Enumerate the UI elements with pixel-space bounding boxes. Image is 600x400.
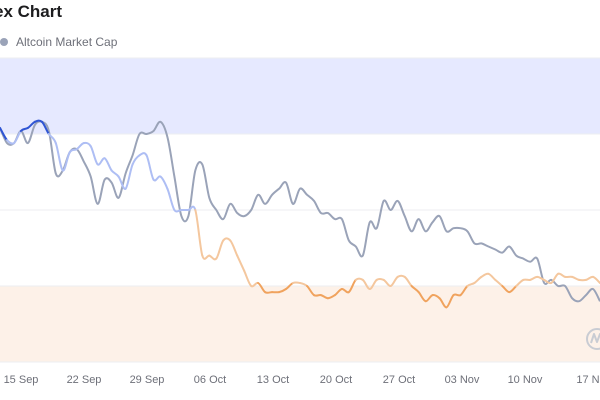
index-line-segment-71 xyxy=(494,278,504,287)
index-line-segment-9 xyxy=(61,151,71,172)
index-line-segment-8 xyxy=(54,142,64,172)
index-line-segment-65 xyxy=(452,293,462,297)
x-tick-label: 20 Oct xyxy=(320,374,352,386)
index-line-segment-82 xyxy=(571,275,581,281)
series-lines xyxy=(0,119,600,309)
index-line-segment-54 xyxy=(375,277,385,281)
index-line-segment-31 xyxy=(215,239,225,260)
index-line-segment-21 xyxy=(145,154,155,181)
index-line-segment-5 xyxy=(33,119,43,123)
index-line-segment-84 xyxy=(585,275,594,281)
x-tick-label: 15 Sep xyxy=(4,374,39,386)
index-line-segment-28 xyxy=(194,209,204,257)
index-line-segment-76 xyxy=(529,275,539,281)
x-tick-label: 17 N xyxy=(576,374,599,386)
index-line-segment-13 xyxy=(89,145,99,166)
index-line-segment-15 xyxy=(103,157,113,172)
zone-band-0 xyxy=(0,58,600,134)
index-line-segment-33 xyxy=(229,239,239,257)
index-line-segment-27 xyxy=(187,205,197,211)
legend-marker xyxy=(0,38,8,46)
index-line-segment-19 xyxy=(131,154,141,166)
index-line-segment-24 xyxy=(166,187,176,211)
index-line-segment-20 xyxy=(138,152,148,157)
index-line-segment-30 xyxy=(208,254,218,261)
index-line-segment-45 xyxy=(313,294,322,297)
index-line-segment-51 xyxy=(354,277,364,281)
index-line-segment-68 xyxy=(473,275,483,284)
watermark-logo xyxy=(586,328,600,350)
index-line-segment-23 xyxy=(159,175,169,190)
series-line-altcoin-market-cap xyxy=(0,120,600,303)
index-line-segment-7 xyxy=(47,133,57,145)
index-line-segment-69 xyxy=(480,272,490,278)
index-line-segment-29 xyxy=(201,254,211,260)
index-line-segment-42 xyxy=(292,281,301,284)
grid-lines xyxy=(0,57,600,363)
index-line-segment-34 xyxy=(236,254,246,272)
index-line-segment-80 xyxy=(557,272,567,278)
x-tick-label: 29 Sep xyxy=(130,374,165,386)
index-line-segment-35 xyxy=(243,269,253,287)
index-line-segment-11 xyxy=(75,142,85,151)
index-line-segment-56 xyxy=(389,275,399,287)
x-tick-label: 06 Oct xyxy=(194,374,226,386)
x-tick-label: 13 Oct xyxy=(257,374,289,386)
legend-label: Altcoin Market Cap xyxy=(16,35,118,49)
x-tick-label: 10 Nov xyxy=(508,374,543,386)
index-line-segment-58 xyxy=(403,275,413,287)
index-line-segment-0 xyxy=(0,126,8,142)
chart-title: ex Chart xyxy=(0,2,63,21)
index-line-segment-85 xyxy=(592,275,600,284)
index-line-segment-16 xyxy=(110,169,120,178)
index-line-segment-38 xyxy=(264,291,274,294)
index-line-segment-32 xyxy=(222,237,232,242)
x-tick-label: 03 Nov xyxy=(445,374,480,386)
index-line-segment-22 xyxy=(152,175,162,182)
index-line-segment-74 xyxy=(515,278,525,287)
zone-band-1 xyxy=(0,286,600,362)
index-line-segment-6 xyxy=(40,120,50,135)
index-line-segment-12 xyxy=(82,141,92,148)
x-tick-label: 27 Oct xyxy=(383,374,415,386)
index-line-segment-18 xyxy=(124,163,134,190)
chart-legend[interactable]: Altcoin Market Cap xyxy=(0,34,117,50)
zone-bands xyxy=(0,58,600,362)
index-line-segment-14 xyxy=(96,157,106,166)
x-axis-ticks: 15 Sep 22 Sep 29 Sep 06 Oct 13 Oct 20 Oct 27 O… xyxy=(4,374,600,386)
index-line-segment-57 xyxy=(396,274,406,278)
index-line-segment-55 xyxy=(382,278,392,287)
x-tick-label: 22 Sep xyxy=(67,374,102,386)
index-line-segment-70 xyxy=(487,272,497,281)
